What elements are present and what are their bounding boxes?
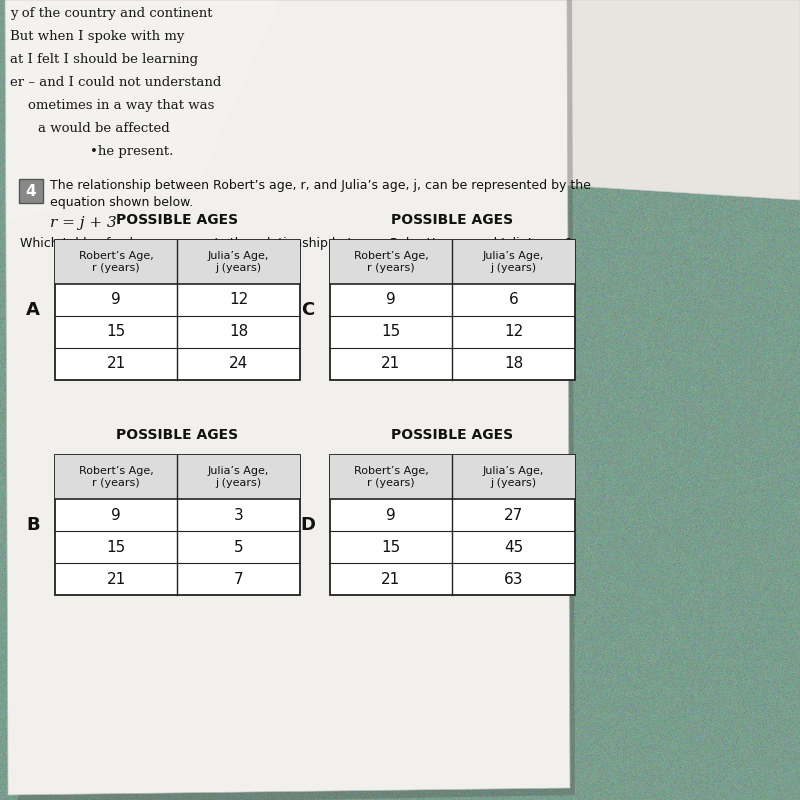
Polygon shape: [380, 0, 800, 200]
Text: r = j + 3: r = j + 3: [50, 216, 117, 230]
Text: 27: 27: [504, 507, 523, 522]
Text: Robert’s Age,
r (years): Robert’s Age, r (years): [354, 466, 428, 488]
Text: POSSIBLE AGES: POSSIBLE AGES: [391, 428, 514, 442]
Text: 15: 15: [382, 325, 401, 339]
FancyBboxPatch shape: [19, 179, 43, 203]
Text: 45: 45: [504, 539, 523, 554]
Text: 24: 24: [229, 357, 248, 371]
Text: Robert’s Age,
r (years): Robert’s Age, r (years): [78, 466, 154, 488]
Text: Julia’s Age,
j (years): Julia’s Age, j (years): [483, 466, 544, 488]
Text: 15: 15: [106, 539, 126, 554]
FancyBboxPatch shape: [55, 240, 300, 284]
Text: Julia’s Age,
j (years): Julia’s Age, j (years): [208, 466, 269, 488]
Text: 9: 9: [111, 507, 121, 522]
Text: 21: 21: [382, 571, 401, 586]
Text: POSSIBLE AGES: POSSIBLE AGES: [391, 213, 514, 227]
Text: 15: 15: [106, 325, 126, 339]
FancyBboxPatch shape: [330, 240, 575, 284]
Text: POSSIBLE AGES: POSSIBLE AGES: [117, 213, 238, 227]
Text: ometimes in a way that was: ometimes in a way that was: [28, 99, 214, 112]
Text: C: C: [302, 301, 314, 319]
Text: at I felt I should be learning: at I felt I should be learning: [10, 53, 198, 66]
Text: 12: 12: [504, 325, 523, 339]
Text: But when I spoke with my: But when I spoke with my: [10, 30, 184, 43]
Text: 4: 4: [26, 183, 36, 198]
Text: 9: 9: [386, 293, 396, 307]
Text: 63: 63: [504, 571, 523, 586]
Text: Which table of values represents the relationship between Robert’s age and Julia: Which table of values represents the rel…: [20, 237, 572, 250]
FancyBboxPatch shape: [330, 455, 575, 499]
FancyBboxPatch shape: [330, 240, 575, 380]
FancyBboxPatch shape: [55, 455, 300, 595]
Text: D: D: [301, 516, 315, 534]
Text: 15: 15: [382, 539, 401, 554]
Text: er – and I could not understand: er – and I could not understand: [10, 76, 222, 89]
Text: 5: 5: [234, 539, 243, 554]
Text: 21: 21: [106, 571, 126, 586]
Text: 9: 9: [111, 293, 121, 307]
FancyBboxPatch shape: [55, 455, 300, 499]
Text: A: A: [26, 301, 40, 319]
FancyBboxPatch shape: [330, 455, 575, 595]
Text: 18: 18: [229, 325, 248, 339]
Text: Robert’s Age,
r (years): Robert’s Age, r (years): [78, 251, 154, 273]
Text: 21: 21: [106, 357, 126, 371]
Text: B: B: [26, 516, 40, 534]
Text: Julia’s Age,
j (years): Julia’s Age, j (years): [483, 251, 544, 273]
Text: Robert’s Age,
r (years): Robert’s Age, r (years): [354, 251, 428, 273]
Text: The relationship between Robert’s age, r, and Julia’s age, j, can be represented: The relationship between Robert’s age, r…: [50, 179, 591, 192]
Text: 9: 9: [386, 507, 396, 522]
Text: y of the country and continent: y of the country and continent: [10, 7, 213, 20]
Polygon shape: [15, 0, 575, 800]
FancyBboxPatch shape: [55, 240, 300, 380]
Text: 6: 6: [509, 293, 518, 307]
Text: 21: 21: [382, 357, 401, 371]
Polygon shape: [8, 0, 280, 220]
Text: 18: 18: [504, 357, 523, 371]
Text: POSSIBLE AGES: POSSIBLE AGES: [117, 428, 238, 442]
Text: 7: 7: [234, 571, 243, 586]
Text: a would be affected: a would be affected: [38, 122, 170, 135]
Text: 3: 3: [234, 507, 243, 522]
Text: 12: 12: [229, 293, 248, 307]
Text: •he present.: •he present.: [90, 145, 174, 158]
Text: equation shown below.: equation shown below.: [50, 196, 194, 209]
Text: Julia’s Age,
j (years): Julia’s Age, j (years): [208, 251, 269, 273]
Polygon shape: [5, 0, 570, 795]
